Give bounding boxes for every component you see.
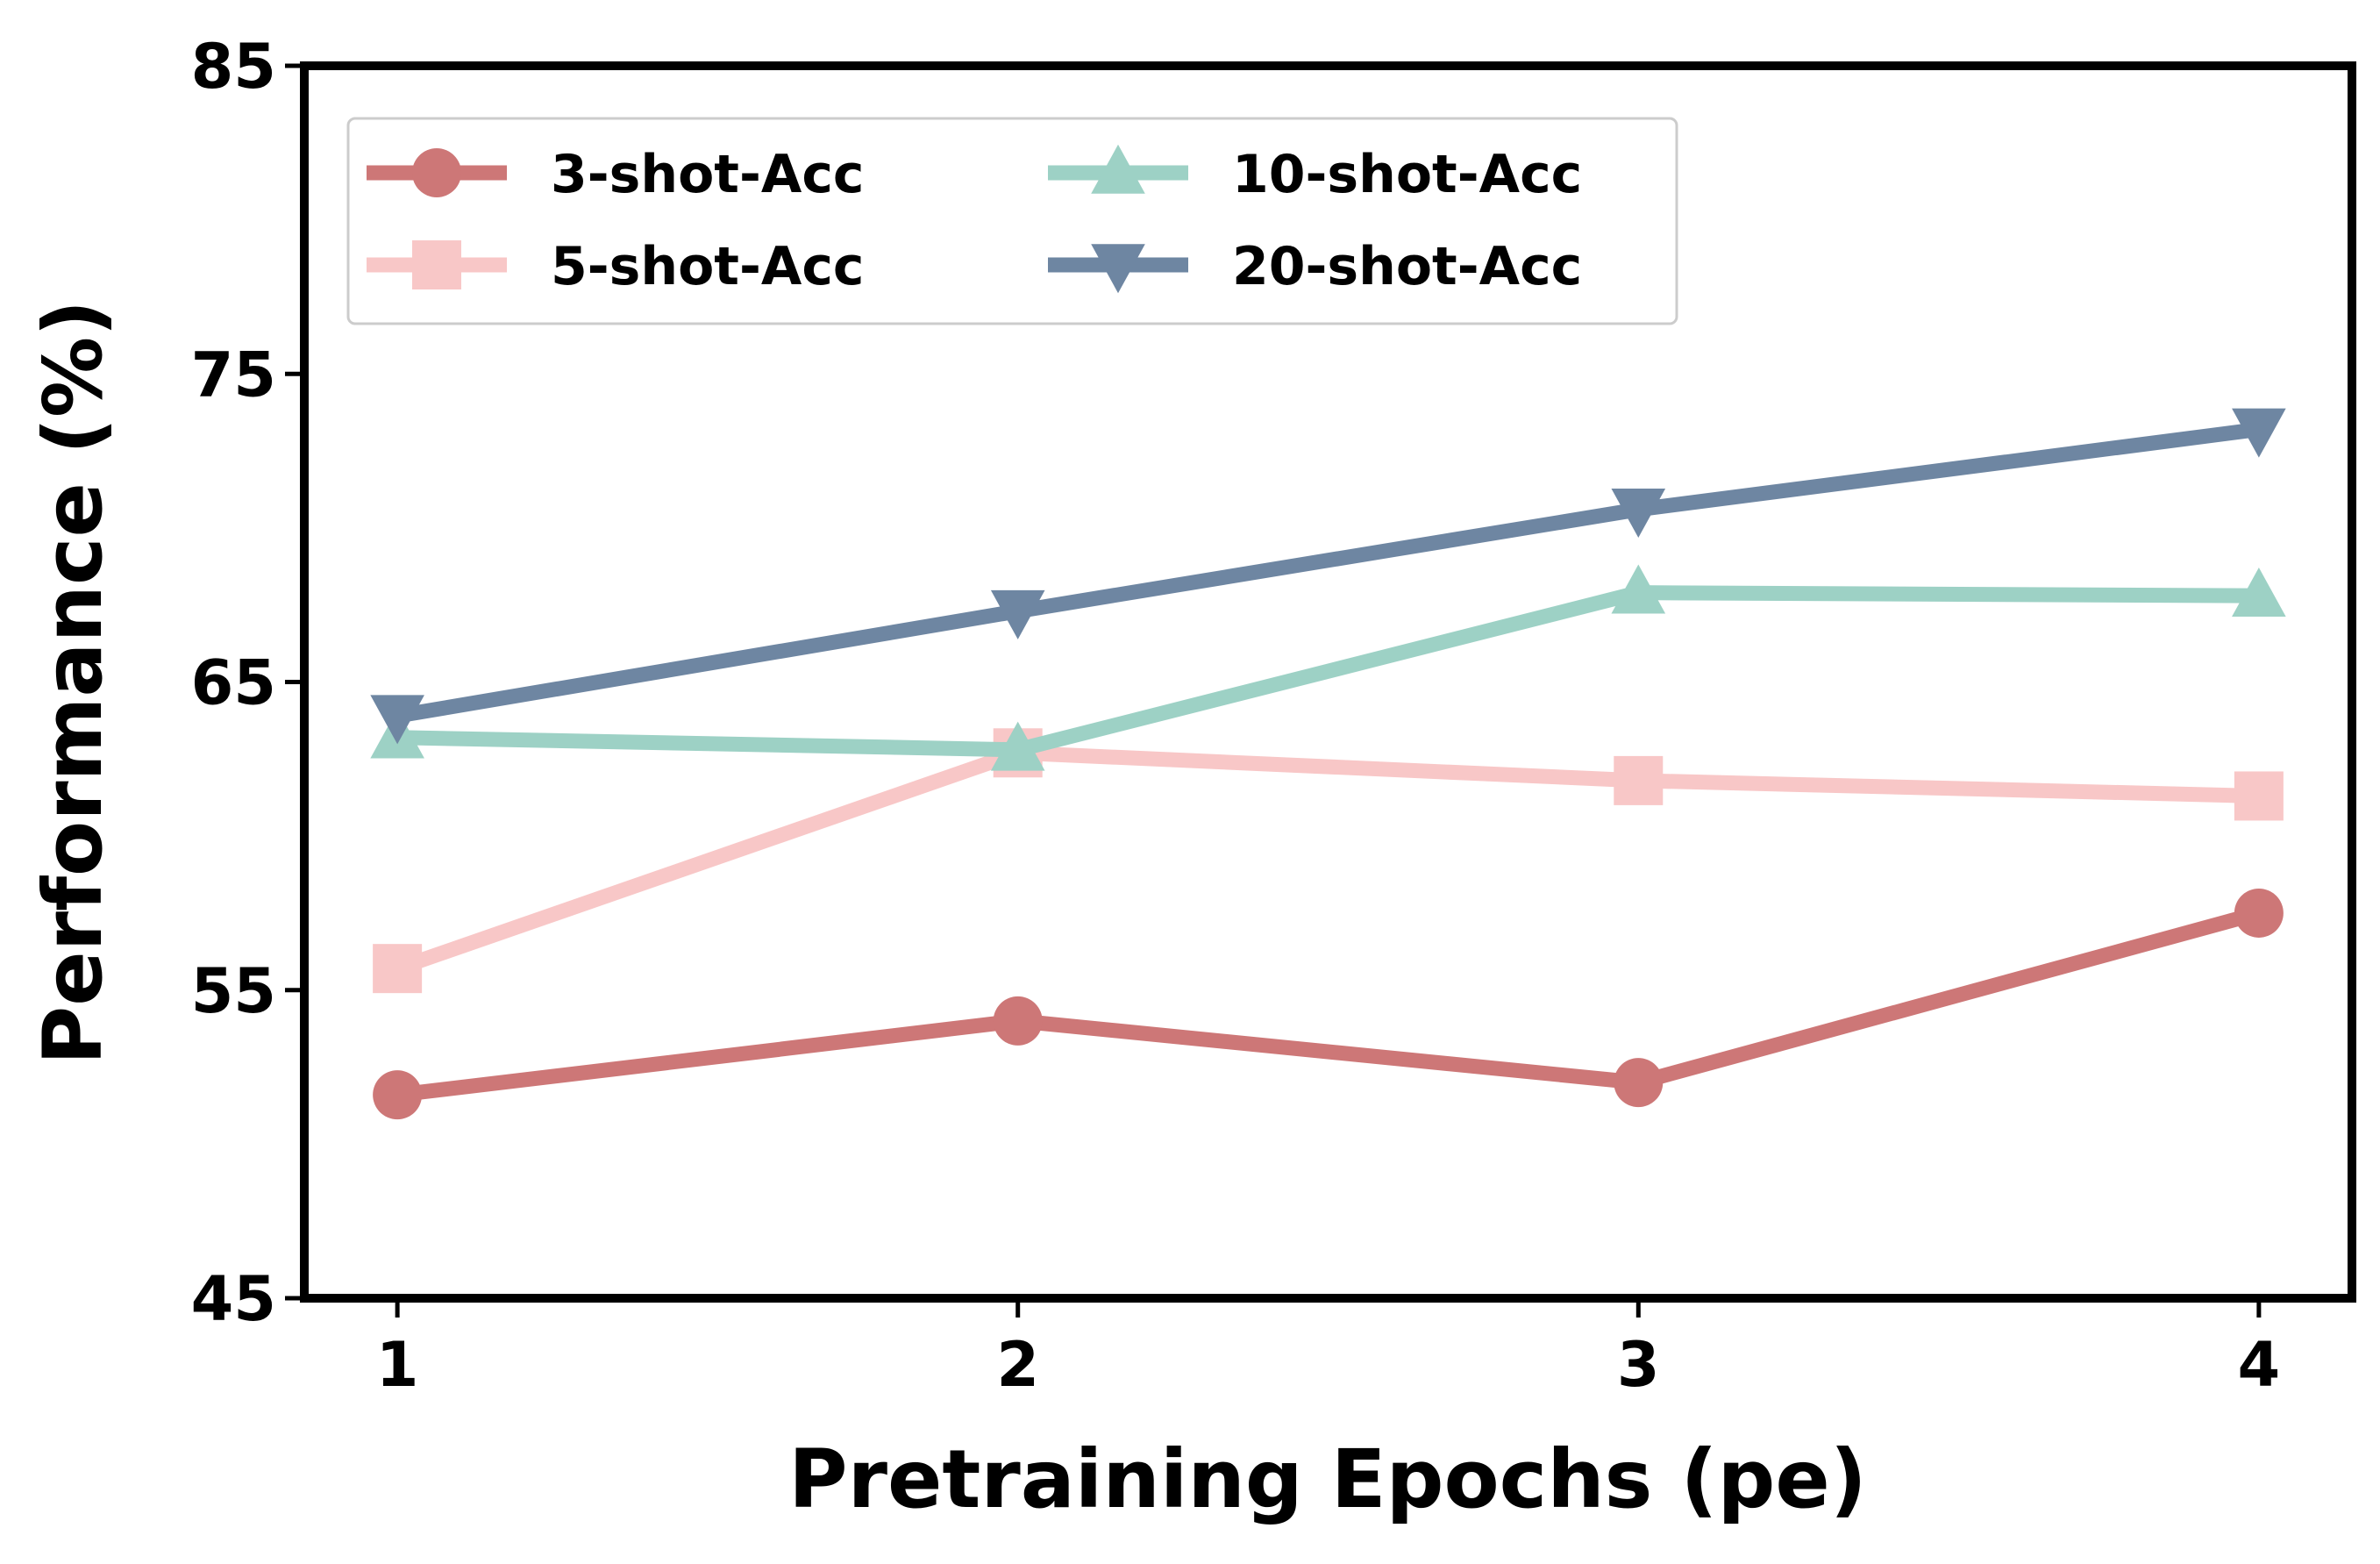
legend: 3-shot-Acc 5-shot-Acc 10-shot-Acc 20-shot-A…: [346, 117, 1678, 325]
data-point-20-shot-Acc-2: [990, 589, 1045, 639]
data-point-5-shot-Acc-1: [373, 944, 423, 994]
data-point-20-shot-Acc-4: [2232, 408, 2286, 458]
legend-entries: 3-shot-Acc 5-shot-Acc 10-shot-Acc 20-shot-A…: [367, 144, 1582, 297]
legend-frame: [346, 117, 1678, 325]
legend-marker-10-shot-Acc: [1091, 144, 1145, 194]
data-point-20-shot-Acc-3: [1611, 489, 1666, 538]
y-axis: 45 55 65 75 85: [191, 31, 304, 1335]
x-tick-label-2: 2: [996, 1329, 1039, 1401]
data-point-20-shot-Acc-1: [370, 695, 424, 745]
y-tick-label-85: 85: [191, 31, 276, 103]
legend-marker-3-shot-Acc: [412, 148, 461, 197]
legend-marker-5-shot-Acc: [412, 240, 461, 289]
y-tick-label-65: 65: [191, 647, 276, 719]
data-point-10-shot-Acc-4: [2232, 567, 2286, 617]
series-line-20-shot-Acc: [395, 422, 2260, 724]
x-axis-title: Pretraining Epochs (pe): [788, 1432, 1867, 1526]
data-point-3-shot-Acc-2: [993, 996, 1043, 1046]
legend-marker-20-shot-Acc: [1091, 244, 1145, 294]
data-point-10-shot-Acc-2: [990, 721, 1045, 771]
data-point-3-shot-Acc-4: [2234, 888, 2284, 938]
data-point-3-shot-Acc-1: [373, 1070, 423, 1120]
series-line-3-shot-Acc: [396, 905, 2262, 1103]
x-tick-label-1: 1: [376, 1329, 419, 1401]
x-tick-label-3: 3: [1617, 1329, 1660, 1401]
data-point-5-shot-Acc-4: [2234, 771, 2284, 821]
legend-label-10-shot-Acc: 10-shot-Acc: [1232, 144, 1582, 205]
series-layer: [370, 408, 2286, 1120]
y-tick-label-45: 45: [191, 1263, 276, 1335]
legend-label-5-shot-Acc: 5-shot-Acc: [551, 236, 864, 297]
x-axis: 1 2 3 4: [376, 1298, 2280, 1401]
legend-label-3-shot-Acc: 3-shot-Acc: [551, 144, 864, 205]
y-tick-label-55: 55: [191, 955, 276, 1027]
series-line-10-shot-Acc: [396, 585, 2259, 758]
data-point-5-shot-Acc-3: [1614, 755, 1664, 805]
series-line-5-shot-Acc: [395, 745, 2260, 976]
y-axis-title: Performance (%): [26, 300, 120, 1065]
x-tick-label-4: 4: [2238, 1329, 2281, 1401]
data-point-10-shot-Acc-3: [1611, 564, 1666, 614]
y-tick-label-75: 75: [191, 339, 276, 411]
legend-label-20-shot-Acc: 20-shot-Acc: [1232, 236, 1582, 297]
data-point-3-shot-Acc-3: [1614, 1058, 1664, 1108]
